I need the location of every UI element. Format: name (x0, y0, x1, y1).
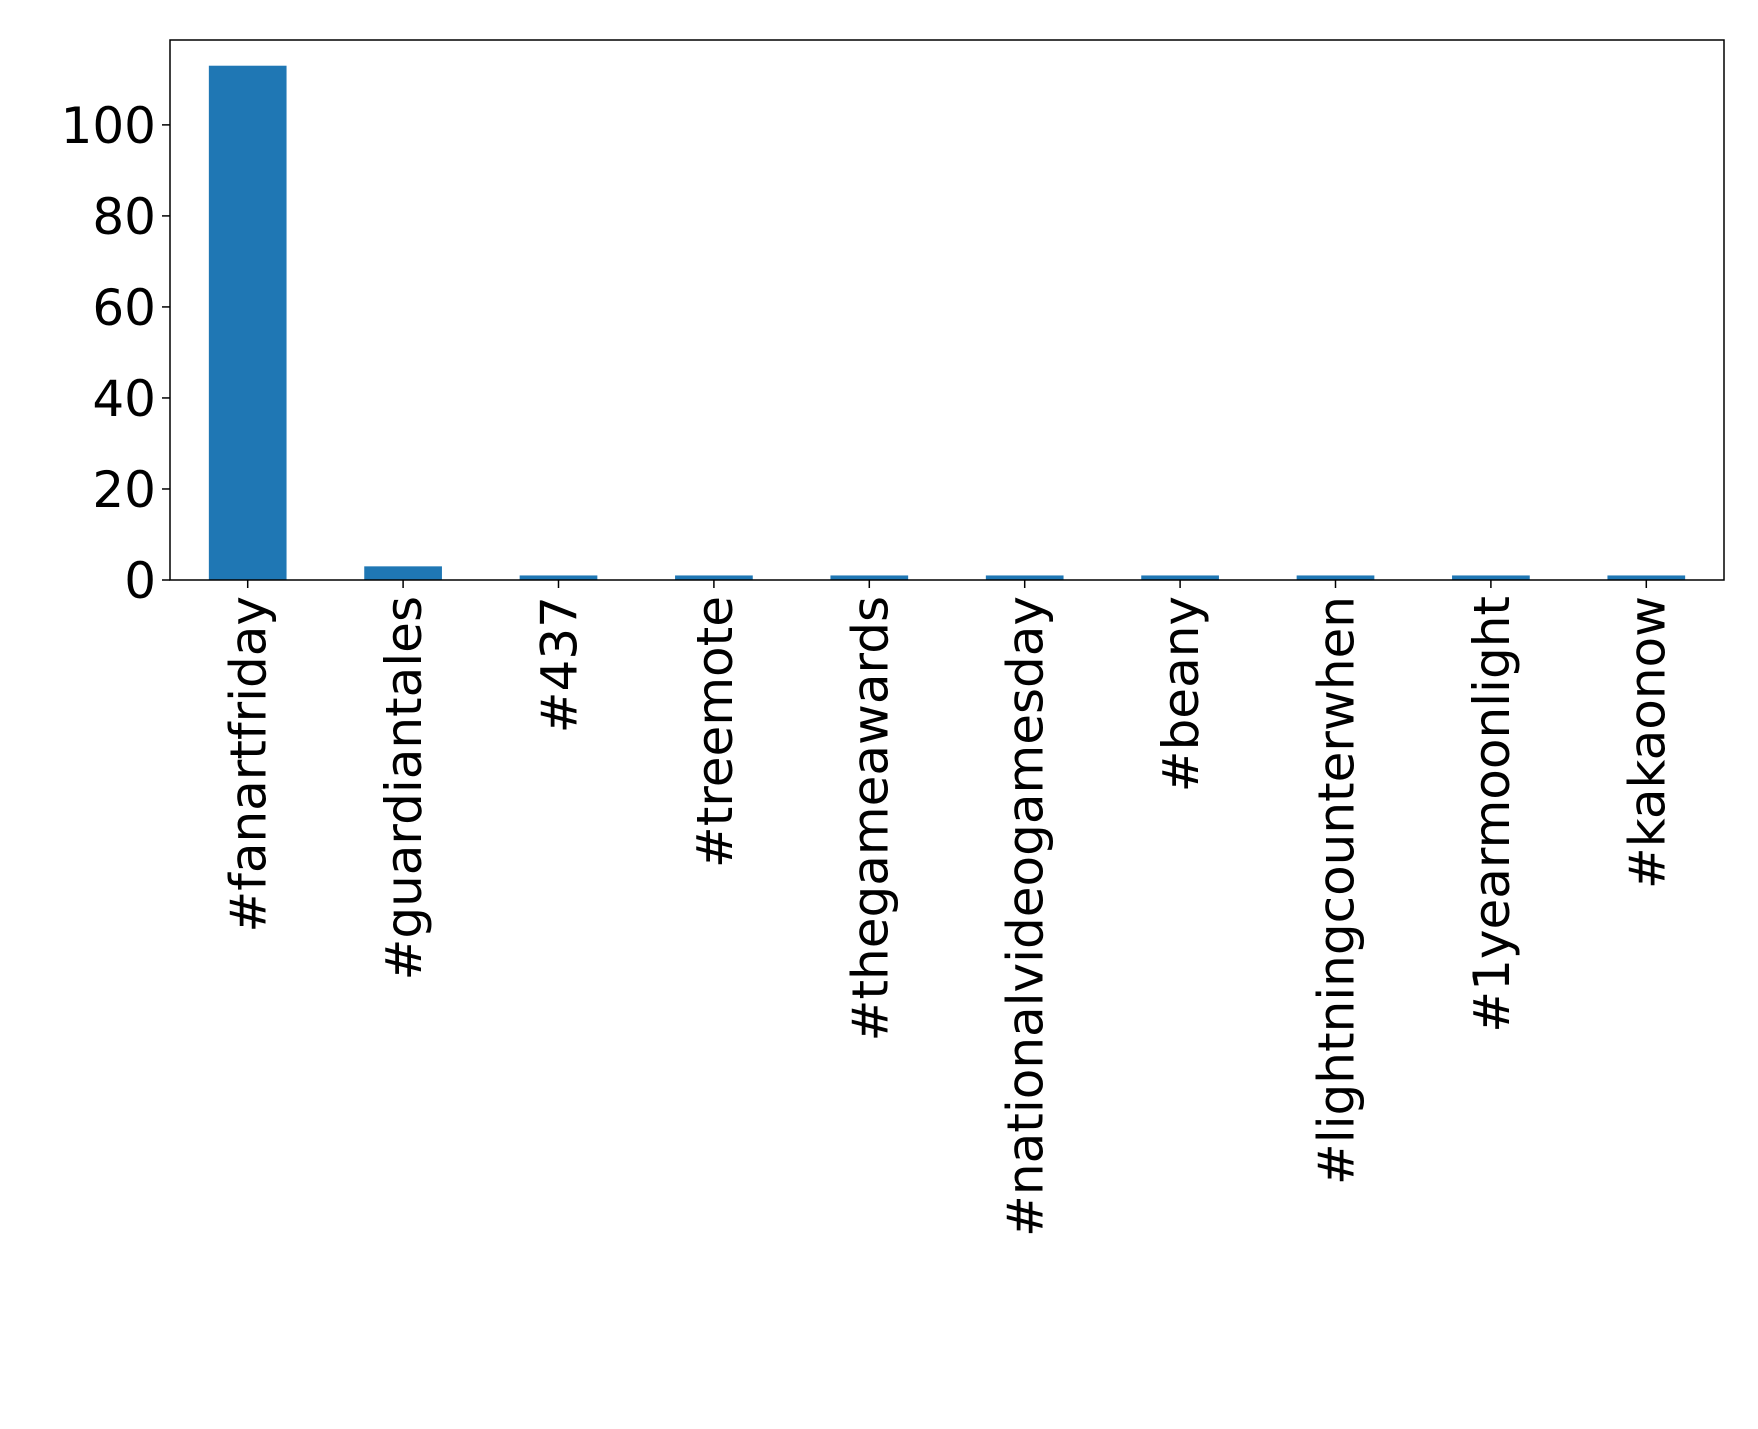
bar (1452, 575, 1530, 580)
y-tick-label: 100 (61, 97, 156, 155)
x-tick-label: #thegameawards (841, 596, 899, 1041)
x-tick-label: #nationalvideogamesday (997, 596, 1055, 1237)
x-tick-label: #437 (531, 596, 589, 733)
plot-frame (169, 39, 1725, 581)
bar (364, 566, 442, 580)
bar (1607, 575, 1686, 580)
y-tick-label: 60 (92, 279, 156, 337)
x-tick-label: #kakaonow (1618, 596, 1676, 889)
bar (830, 575, 909, 580)
x-tick-label: #lightningcounterwhen (1308, 596, 1366, 1185)
bar (1296, 575, 1375, 580)
bar (675, 575, 753, 580)
y-tick-label: 40 (92, 370, 156, 428)
y-tick-label: 0 (124, 552, 156, 610)
bar (208, 65, 287, 580)
y-tick-label: 80 (92, 188, 156, 246)
x-tick-label: #beany (1152, 596, 1210, 792)
bar (1141, 575, 1219, 580)
bar (519, 575, 598, 580)
bar (985, 575, 1064, 580)
x-tick-label: #fanartfriday (220, 596, 278, 933)
y-tick-label: 20 (92, 461, 156, 519)
x-tick-label: #1yearmoonlight (1463, 596, 1521, 1033)
x-tick-label: #treemote (686, 596, 744, 868)
x-tick-label: #guardiantales (375, 596, 433, 981)
